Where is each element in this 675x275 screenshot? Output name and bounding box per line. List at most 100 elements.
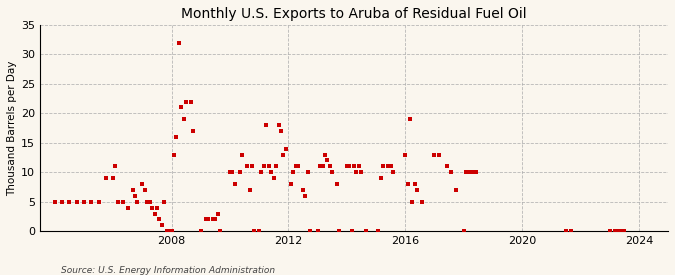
Point bbox=[349, 164, 360, 169]
Point bbox=[101, 176, 111, 180]
Point bbox=[49, 200, 60, 204]
Point bbox=[305, 229, 316, 233]
Point bbox=[132, 200, 142, 204]
Point bbox=[375, 176, 386, 180]
Point bbox=[181, 99, 192, 104]
Point bbox=[604, 229, 615, 233]
Point bbox=[212, 211, 223, 216]
Point bbox=[405, 117, 416, 121]
Point bbox=[200, 217, 211, 222]
Point bbox=[259, 164, 269, 169]
Point bbox=[254, 229, 265, 233]
Point bbox=[361, 229, 372, 233]
Point bbox=[441, 164, 452, 169]
Y-axis label: Thousand Barrels per Day: Thousand Barrels per Day bbox=[7, 60, 17, 196]
Point bbox=[113, 200, 124, 204]
Point bbox=[319, 152, 330, 157]
Point bbox=[149, 211, 160, 216]
Point bbox=[159, 200, 169, 204]
Point bbox=[342, 164, 352, 169]
Point bbox=[195, 229, 206, 233]
Point bbox=[271, 164, 281, 169]
Point bbox=[356, 170, 367, 174]
Point bbox=[234, 170, 245, 174]
Point bbox=[246, 164, 257, 169]
Point bbox=[202, 217, 213, 222]
Point bbox=[286, 182, 296, 186]
Point bbox=[278, 152, 289, 157]
Point bbox=[244, 188, 255, 192]
Point bbox=[331, 182, 342, 186]
Point bbox=[614, 229, 624, 233]
Point bbox=[410, 182, 421, 186]
Point bbox=[208, 217, 219, 222]
Point bbox=[256, 170, 267, 174]
Point bbox=[139, 188, 150, 192]
Point bbox=[176, 105, 186, 110]
Point bbox=[57, 200, 68, 204]
Point bbox=[290, 164, 301, 169]
Point bbox=[230, 182, 240, 186]
Point bbox=[373, 229, 383, 233]
Point bbox=[151, 205, 162, 210]
Point bbox=[275, 129, 286, 133]
Point bbox=[302, 170, 313, 174]
Point bbox=[317, 164, 328, 169]
Point bbox=[157, 223, 167, 227]
Point bbox=[108, 176, 119, 180]
Text: Source: U.S. Energy Information Administration: Source: U.S. Energy Information Administ… bbox=[61, 266, 275, 275]
Point bbox=[164, 229, 175, 233]
Point bbox=[451, 188, 462, 192]
Point bbox=[566, 229, 576, 233]
Point bbox=[130, 194, 140, 198]
Point bbox=[292, 164, 303, 169]
Point bbox=[378, 164, 389, 169]
Point bbox=[385, 164, 396, 169]
Point bbox=[470, 170, 481, 174]
Point bbox=[402, 182, 413, 186]
Point bbox=[263, 164, 274, 169]
Point bbox=[210, 217, 221, 222]
Point bbox=[560, 229, 571, 233]
Point bbox=[463, 170, 474, 174]
Point bbox=[298, 188, 308, 192]
Point bbox=[468, 170, 479, 174]
Point bbox=[171, 135, 182, 139]
Point bbox=[93, 200, 104, 204]
Point bbox=[86, 200, 97, 204]
Point bbox=[429, 152, 440, 157]
Point bbox=[334, 229, 345, 233]
Point bbox=[288, 170, 299, 174]
Point bbox=[122, 205, 133, 210]
Point bbox=[249, 229, 260, 233]
Point bbox=[188, 129, 199, 133]
Point bbox=[346, 229, 357, 233]
Point bbox=[146, 205, 157, 210]
Point bbox=[154, 217, 165, 222]
Point bbox=[144, 200, 155, 204]
Point bbox=[412, 188, 423, 192]
Title: Monthly U.S. Exports to Aruba of Residual Fuel Oil: Monthly U.S. Exports to Aruba of Residua… bbox=[182, 7, 527, 21]
Point bbox=[610, 229, 620, 233]
Point bbox=[128, 188, 138, 192]
Point bbox=[312, 229, 323, 233]
Point bbox=[117, 200, 128, 204]
Point bbox=[281, 147, 292, 151]
Point bbox=[458, 229, 469, 233]
Point bbox=[225, 170, 236, 174]
Point bbox=[619, 229, 630, 233]
Point bbox=[237, 152, 248, 157]
Point bbox=[266, 170, 277, 174]
Point bbox=[344, 164, 354, 169]
Point bbox=[78, 200, 89, 204]
Point bbox=[351, 170, 362, 174]
Point bbox=[322, 158, 333, 163]
Point bbox=[173, 40, 184, 45]
Point bbox=[215, 229, 225, 233]
Point bbox=[273, 123, 284, 127]
Point bbox=[416, 200, 427, 204]
Point bbox=[383, 164, 394, 169]
Point bbox=[434, 152, 445, 157]
Point bbox=[325, 164, 335, 169]
Point bbox=[460, 170, 471, 174]
